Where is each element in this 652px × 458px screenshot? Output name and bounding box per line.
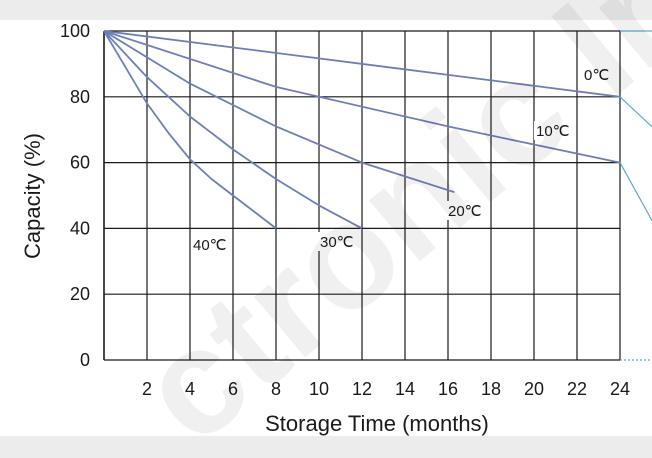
y-tick-label-20: 20 [70,284,90,304]
y-tick-label-80: 80 [70,87,90,107]
series-label-3: 30℃ [320,234,354,251]
series-line-2 [103,30,455,194]
y-axis-title: Capacity (%) [20,133,45,259]
x-tick-label-2: 2 [142,379,152,399]
x-tick-label-6: 6 [228,379,238,399]
x-tick-label-22: 22 [567,379,587,399]
x-tick-label-16: 16 [438,379,458,399]
series-label-bg-3 [318,232,351,251]
series-label-2: 20℃ [448,203,482,220]
y-tick-label-0: 0 [80,350,90,370]
x-tick-label-4: 4 [185,379,195,399]
x-tick-label-14: 14 [395,379,415,399]
edge-line-mid [619,96,652,128]
x-tick-label-20: 20 [524,379,544,399]
x-axis-title: Storage Time (months) [265,411,489,436]
x-tick-label-18: 18 [481,379,501,399]
y-tick-label-100: 100 [60,21,90,41]
series-line-3 [103,30,363,230]
y-tick-label-40: 40 [70,218,90,238]
x-tick-label-8: 8 [271,379,281,399]
series-label-4: 40℃ [193,237,227,254]
series-line-4 [103,30,277,230]
series-line-1 [103,30,621,164]
edge-line-low [619,162,652,221]
series-labels: 0℃ 10℃ 20℃ 30℃ 40℃ [193,67,609,254]
x-tick-label-24: 24 [610,379,630,399]
series-line-0 [103,30,621,98]
series-label-1: 10℃ [536,123,570,140]
series-lines [103,30,652,361]
series-label-bg-1 [534,121,567,140]
top-band [0,0,652,20]
y-tick-label-60: 60 [70,153,90,173]
series-label-bg-2 [446,201,479,220]
x-tick-label-12: 12 [352,379,372,399]
series-label-0: 0℃ [584,67,609,84]
x-tick-label-10: 10 [309,379,329,399]
bottom-band [0,436,652,458]
